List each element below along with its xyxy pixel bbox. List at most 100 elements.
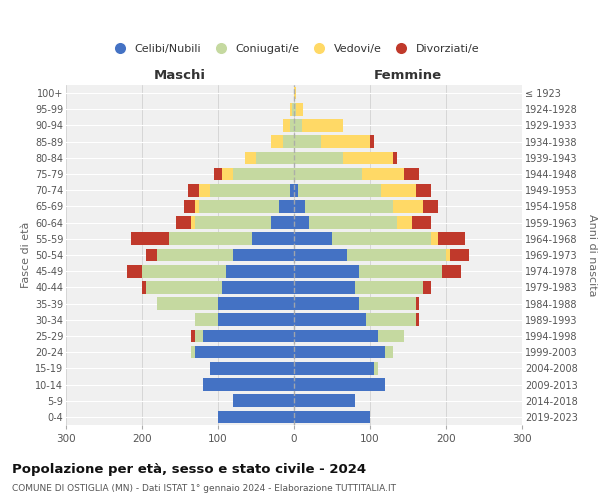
- Bar: [226, 265, 294, 278]
- Bar: [184, 200, 195, 212]
- Bar: [131, 232, 169, 245]
- Text: COMUNE DI OSTIGLIA (MN) - Dati ISTAT 1° gennaio 2024 - Elaborazione TUTTITALIA.I: COMUNE DI OSTIGLIA (MN) - Dati ISTAT 1° …: [12, 484, 396, 493]
- Bar: [332, 232, 431, 245]
- Bar: [305, 200, 393, 212]
- Bar: [157, 298, 218, 310]
- Y-axis label: Anni di nascita: Anni di nascita: [587, 214, 597, 296]
- Bar: [423, 281, 431, 293]
- Bar: [203, 330, 294, 342]
- Bar: [271, 216, 294, 229]
- Bar: [309, 216, 397, 229]
- Bar: [320, 136, 370, 148]
- Bar: [294, 378, 385, 391]
- Bar: [302, 119, 343, 132]
- Bar: [146, 248, 157, 262]
- Bar: [199, 200, 279, 212]
- Bar: [279, 200, 294, 212]
- Bar: [218, 298, 294, 310]
- Bar: [169, 232, 252, 245]
- Bar: [252, 232, 294, 245]
- Bar: [416, 298, 419, 310]
- Bar: [142, 265, 226, 278]
- Bar: [294, 119, 302, 132]
- Bar: [294, 184, 298, 196]
- Bar: [199, 184, 211, 196]
- Bar: [382, 184, 416, 196]
- Bar: [347, 248, 446, 262]
- Bar: [283, 136, 294, 148]
- Bar: [294, 232, 332, 245]
- Bar: [157, 248, 233, 262]
- Bar: [294, 314, 366, 326]
- Bar: [294, 200, 305, 212]
- Bar: [195, 200, 199, 212]
- Bar: [222, 281, 294, 293]
- Bar: [214, 168, 222, 180]
- Bar: [195, 330, 203, 342]
- Bar: [298, 184, 382, 196]
- Legend: Celibi/Nubili, Coniugati/e, Vedovi/e, Divorziati/e: Celibi/Nubili, Coniugati/e, Vedovi/e, Di…: [104, 40, 484, 58]
- Bar: [294, 136, 320, 148]
- Bar: [256, 152, 294, 164]
- Bar: [374, 362, 377, 374]
- Bar: [359, 298, 416, 310]
- Bar: [271, 136, 283, 148]
- Bar: [245, 152, 256, 164]
- Bar: [218, 410, 294, 423]
- Bar: [203, 378, 294, 391]
- Bar: [233, 394, 294, 407]
- Bar: [195, 314, 218, 326]
- Bar: [195, 346, 294, 358]
- Bar: [211, 184, 290, 196]
- Bar: [195, 216, 271, 229]
- Bar: [294, 281, 355, 293]
- Bar: [294, 330, 377, 342]
- Bar: [191, 216, 195, 229]
- Bar: [292, 103, 294, 116]
- Bar: [211, 362, 294, 374]
- Bar: [294, 87, 296, 100]
- Text: Popolazione per età, sesso e stato civile - 2024: Popolazione per età, sesso e stato civil…: [12, 462, 366, 475]
- Bar: [233, 168, 294, 180]
- Bar: [176, 216, 191, 229]
- Bar: [290, 184, 294, 196]
- Text: Femmine: Femmine: [374, 69, 442, 82]
- Bar: [294, 410, 370, 423]
- Bar: [290, 119, 294, 132]
- Bar: [294, 394, 355, 407]
- Bar: [377, 330, 404, 342]
- Bar: [127, 265, 142, 278]
- Bar: [343, 152, 393, 164]
- Bar: [446, 248, 450, 262]
- Bar: [294, 265, 359, 278]
- Bar: [294, 152, 343, 164]
- Bar: [294, 248, 347, 262]
- Bar: [416, 184, 431, 196]
- Bar: [404, 168, 419, 180]
- Bar: [370, 136, 374, 148]
- Bar: [218, 314, 294, 326]
- Bar: [188, 184, 199, 196]
- Bar: [294, 168, 362, 180]
- Bar: [362, 168, 404, 180]
- Bar: [416, 314, 419, 326]
- Bar: [222, 168, 233, 180]
- Bar: [439, 232, 465, 245]
- Bar: [385, 346, 393, 358]
- Bar: [294, 216, 309, 229]
- Bar: [191, 346, 195, 358]
- Bar: [294, 362, 374, 374]
- Bar: [359, 265, 442, 278]
- Bar: [296, 103, 303, 116]
- Bar: [283, 119, 290, 132]
- Bar: [142, 281, 146, 293]
- Bar: [366, 314, 416, 326]
- Bar: [397, 216, 412, 229]
- Bar: [290, 103, 292, 116]
- Bar: [294, 298, 359, 310]
- Bar: [294, 346, 385, 358]
- Bar: [146, 281, 222, 293]
- Bar: [442, 265, 461, 278]
- Text: Maschi: Maschi: [154, 69, 206, 82]
- Bar: [450, 248, 469, 262]
